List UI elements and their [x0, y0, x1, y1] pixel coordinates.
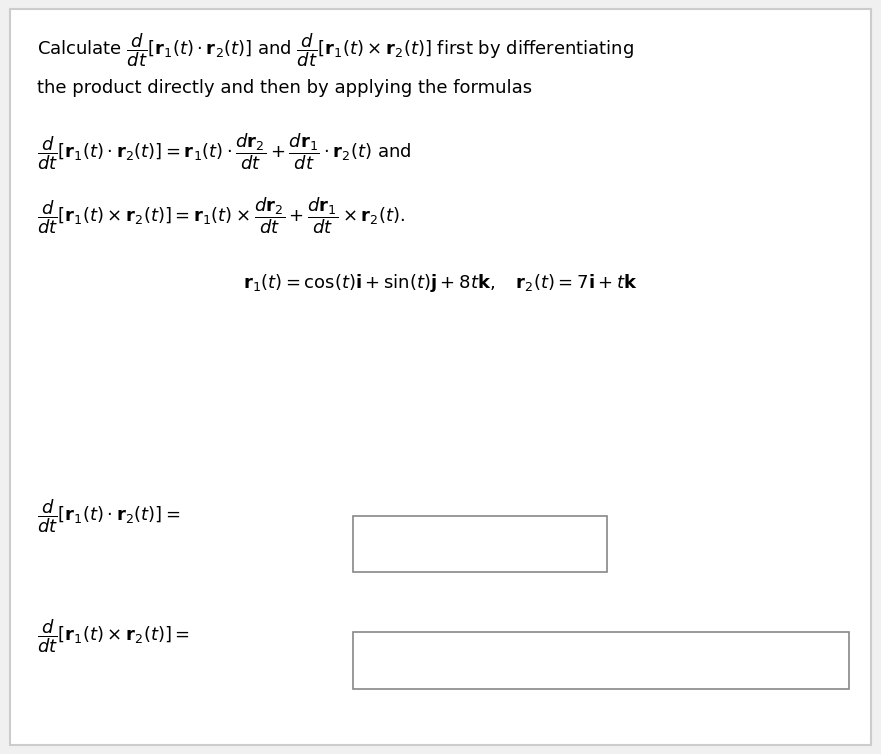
FancyBboxPatch shape [352, 516, 607, 572]
Text: the product directly and then by applying the formulas: the product directly and then by applyin… [36, 78, 531, 97]
Text: Calculate $\dfrac{d}{dt}[\mathbf{r}_1(t) \cdot \mathbf{r}_2(t)]$ and $\dfrac{d}{: Calculate $\dfrac{d}{dt}[\mathbf{r}_1(t)… [36, 32, 633, 69]
Text: $\dfrac{d}{dt}[\mathbf{r}_1(t) \times \mathbf{r}_2(t)] = $: $\dfrac{d}{dt}[\mathbf{r}_1(t) \times \m… [36, 618, 189, 655]
Text: $\dfrac{d}{dt}[\mathbf{r}_1(t) \times \mathbf{r}_2(t)] = \mathbf{r}_1(t) \times : $\dfrac{d}{dt}[\mathbf{r}_1(t) \times \m… [36, 195, 404, 236]
Text: $\mathbf{r}_1(t) = \cos(t)\mathbf{i} + \sin(t)\mathbf{j} + 8t\mathbf{k}, \quad \: $\mathbf{r}_1(t) = \cos(t)\mathbf{i} + \… [243, 272, 638, 294]
Text: $\dfrac{d}{dt}[\mathbf{r}_1(t) \cdot \mathbf{r}_2(t)] = \mathbf{r}_1(t) \cdot \d: $\dfrac{d}{dt}[\mathbf{r}_1(t) \cdot \ma… [36, 131, 411, 172]
FancyBboxPatch shape [11, 9, 870, 745]
Text: $\dfrac{d}{dt}[\mathbf{r}_1(t) \cdot \mathbf{r}_2(t)] = $: $\dfrac{d}{dt}[\mathbf{r}_1(t) \cdot \ma… [36, 497, 180, 535]
FancyBboxPatch shape [352, 633, 849, 688]
